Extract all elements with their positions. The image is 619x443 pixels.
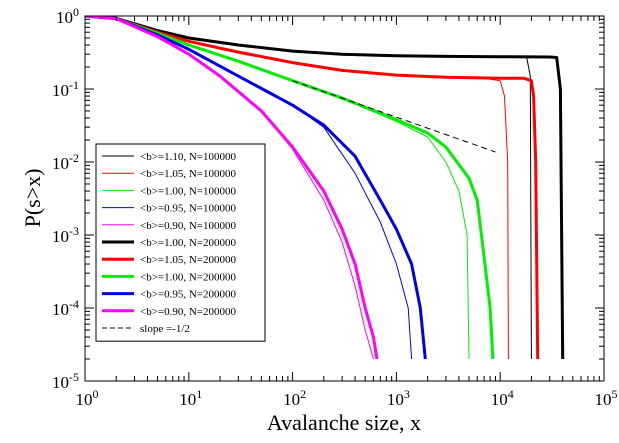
y-tick-label: 10-3 xyxy=(52,224,79,246)
plot-frame xyxy=(84,15,605,382)
legend-label-6: <b>=1.05, N=200000 xyxy=(140,254,237,266)
legend-label-2: <b>=1.00, N=100000 xyxy=(140,185,237,197)
legend-label-9: <b>=0.90, N=200000 xyxy=(140,306,237,318)
x-tick-label: 101 xyxy=(179,387,202,409)
x-tick-label: 105 xyxy=(595,387,618,409)
series-line-10 xyxy=(292,80,496,153)
legend-label-5: <b>=1.00, N=200000 xyxy=(140,237,237,249)
series-line-5 xyxy=(85,16,565,360)
x-tick-label: 104 xyxy=(491,387,514,409)
tick-layer xyxy=(84,15,605,382)
y-tick-label: 10-2 xyxy=(52,151,79,173)
legend-label-0: <b>=1.10, N=100000 xyxy=(140,151,237,163)
legend-label-8: <b>=0.95, N=200000 xyxy=(140,289,237,301)
series-line-8 xyxy=(85,16,427,360)
legend-label-3: <b>=0.95, N=100000 xyxy=(140,203,237,215)
y-axis-title: P(s>x) xyxy=(20,169,45,228)
y-tick-label: 10-1 xyxy=(52,78,79,100)
series-layer xyxy=(85,16,565,360)
legend-label-1: <b>=1.05, N=100000 xyxy=(140,168,237,180)
x-tick-label: 102 xyxy=(283,387,306,409)
x-axis-title: Avalanche size, x xyxy=(267,410,421,435)
y-tick-label: 100 xyxy=(56,5,79,27)
series-line-6 xyxy=(85,16,540,360)
y-tick-label: 10-5 xyxy=(52,370,79,392)
legend-label-7: <b>=1.00, N=200000 xyxy=(140,271,237,283)
legend-label-10: slope =-1/2 xyxy=(140,323,190,335)
legend-label-4: <b>=0.90, N=100000 xyxy=(140,220,237,232)
y-tick-label: 10-4 xyxy=(52,297,79,319)
series-line-7 xyxy=(85,16,495,360)
tick-label-layer: 100 101 102 103 104 105 10-5 10-4 10-3 10-2 10-1 10… xyxy=(52,5,618,409)
series-line-9 xyxy=(85,16,379,360)
x-tick-label: 100 xyxy=(76,387,99,409)
legend: <b>=1.10, N=100000 <b>=1.05, N=100000 <b>=… xyxy=(95,143,266,342)
x-tick-label: 103 xyxy=(387,387,410,409)
